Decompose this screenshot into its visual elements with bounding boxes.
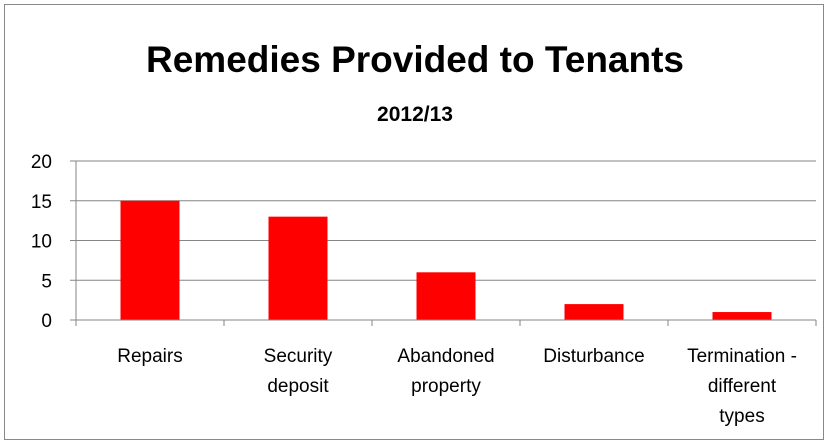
gridlines (76, 160, 816, 281)
y-tick-label: 20 (31, 152, 52, 173)
y-tick-label: 0 (41, 311, 52, 332)
category-label-line: deposit (267, 376, 329, 397)
bar-1 (268, 216, 328, 320)
bar-4 (712, 312, 772, 320)
category-label-line: Disturbance (543, 346, 644, 367)
category-label: Disturbance (543, 346, 644, 367)
category-label: Abandoned property (397, 346, 494, 397)
category-label: Repairs (117, 346, 182, 367)
category-label-line: property (411, 376, 481, 397)
y-tick-label: 15 (31, 192, 52, 213)
chart-title: Remedies Provided to Tenants (146, 39, 684, 80)
category-label-line: Termination - (687, 346, 797, 367)
labels: 0 5 10 15 20 Repairs Security deposit Abandoned p… (31, 152, 797, 427)
category-label-line: different (708, 376, 777, 397)
category-label: Security deposit (264, 346, 333, 397)
bar-3 (564, 304, 624, 320)
y-tick-label: 10 (31, 232, 52, 253)
category-label-line: Repairs (117, 346, 182, 367)
bar-0 (120, 200, 180, 320)
category-label-line: types (719, 406, 764, 427)
chart-subtitle: 2012/13 (377, 103, 453, 126)
bar-2 (416, 272, 476, 320)
y-tick-label: 5 (41, 271, 52, 292)
axes (70, 160, 817, 326)
category-label-line: Security (264, 346, 333, 367)
category-label: Termination - different types (687, 346, 797, 427)
bars (120, 200, 772, 320)
category-label-line: Abandoned (397, 346, 494, 367)
